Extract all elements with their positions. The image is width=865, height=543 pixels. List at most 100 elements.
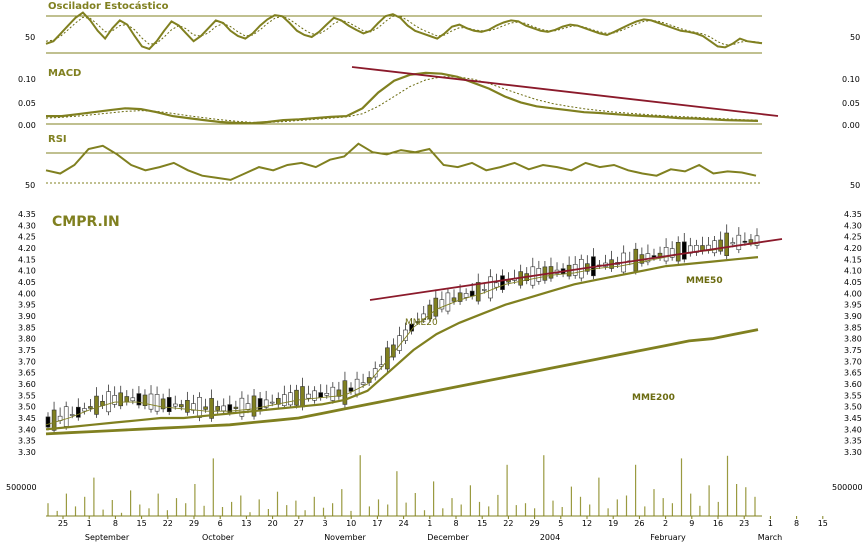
candle-body bbox=[427, 304, 433, 320]
price-tick-left: 4.10 bbox=[18, 267, 36, 276]
price-tick-right: 3.70 bbox=[844, 357, 862, 366]
price-tick-left: 4.25 bbox=[18, 233, 36, 242]
x-tick-label: 25 bbox=[58, 519, 68, 528]
candle-body bbox=[481, 289, 487, 291]
candle-body bbox=[318, 392, 324, 398]
price-tick-right: 4.20 bbox=[844, 244, 862, 253]
rsi-tick-right: 50 bbox=[850, 181, 860, 190]
candle-body bbox=[160, 398, 166, 410]
candle-body bbox=[663, 247, 669, 262]
x-tick-label: 8 bbox=[113, 519, 118, 528]
candle-body bbox=[69, 414, 75, 416]
x-tick-label: 2 bbox=[663, 519, 668, 528]
x-tick-label: 12 bbox=[582, 519, 592, 528]
mme50-line bbox=[45, 256, 759, 431]
candle-body bbox=[239, 397, 245, 417]
candle-body bbox=[136, 393, 142, 406]
price-tick-left: 3.85 bbox=[18, 323, 36, 332]
candle-body bbox=[130, 397, 136, 402]
candle-body bbox=[154, 394, 160, 412]
macd-title: MACD bbox=[48, 68, 81, 79]
stochastic-title: Oscilador Estocástico bbox=[48, 0, 169, 12]
candle-body bbox=[51, 409, 57, 431]
candle-body bbox=[463, 293, 469, 298]
rsi-title: RSI bbox=[48, 134, 67, 145]
price-panel: CMPR.IN 4.35 4.30 4.25 4.20 4.15 4.10 4.05 4.00… bbox=[18, 210, 862, 457]
candle-body bbox=[360, 382, 366, 385]
price-tick-left: 3.75 bbox=[18, 346, 36, 355]
mme200-label: MME200 bbox=[632, 393, 675, 403]
x-tick-label: 24 bbox=[399, 519, 409, 528]
candle-body bbox=[166, 397, 172, 412]
x-tick-label: 16 bbox=[713, 519, 723, 528]
candle-body bbox=[712, 240, 717, 254]
x-month-label: February bbox=[650, 533, 686, 542]
candle-body bbox=[82, 408, 87, 412]
candle-body bbox=[754, 235, 760, 246]
x-month-label: October bbox=[202, 533, 235, 542]
x-month-label: December bbox=[427, 533, 469, 542]
stochastic-signal-line bbox=[45, 15, 763, 46]
candle-body bbox=[336, 389, 342, 397]
volume-tick-right: 500000 bbox=[832, 483, 863, 492]
price-tick-right: 3.65 bbox=[844, 369, 862, 378]
candle-body bbox=[63, 406, 69, 427]
stochastic-tick-right: 50 bbox=[850, 33, 860, 42]
candle-body bbox=[233, 406, 239, 409]
price-tick-right: 4.30 bbox=[844, 221, 862, 230]
price-tick-right: 3.90 bbox=[844, 312, 862, 321]
candle-body bbox=[748, 239, 754, 244]
x-axis: 25 1 8 15 22 29 6 13 20 27 3 10 17 24 1 8 15 22 29 5 12 19 26 2… bbox=[46, 515, 828, 542]
price-tick-right: 3.75 bbox=[844, 346, 862, 355]
macd-tick-left-2: 0.00 bbox=[18, 121, 36, 130]
candle-body bbox=[439, 299, 445, 310]
candle-body bbox=[675, 242, 681, 262]
candle-body bbox=[718, 239, 723, 252]
price-tick-left: 4.15 bbox=[18, 255, 36, 264]
price-tick-right: 4.35 bbox=[844, 210, 862, 219]
x-tick-label: 13 bbox=[241, 519, 251, 528]
price-tick-left: 3.55 bbox=[18, 391, 36, 400]
candle-body bbox=[494, 282, 499, 288]
x-tick-label: 26 bbox=[634, 519, 644, 528]
candle-body bbox=[269, 401, 275, 404]
candle-body bbox=[197, 396, 202, 418]
price-tick-left: 4.05 bbox=[18, 278, 36, 287]
candle-body bbox=[500, 275, 505, 290]
candle-body bbox=[294, 389, 299, 406]
price-tick-left: 3.65 bbox=[18, 369, 36, 378]
candle-body bbox=[209, 398, 214, 419]
mme20-label: MME20 bbox=[405, 318, 438, 328]
candle-body bbox=[148, 393, 154, 410]
candle-body bbox=[348, 387, 354, 392]
price-trendline bbox=[369, 238, 783, 301]
rsi-line bbox=[45, 142, 757, 181]
candle-body bbox=[730, 242, 736, 245]
candle-body bbox=[251, 395, 257, 417]
mme20-line bbox=[45, 243, 759, 426]
price-tick-left: 3.45 bbox=[18, 414, 36, 423]
x-tick-label: 27 bbox=[294, 519, 304, 528]
candle-body bbox=[203, 406, 208, 410]
x-tick-label: 5 bbox=[558, 519, 563, 528]
candle-body bbox=[227, 404, 233, 413]
x-tick-label: 23 bbox=[739, 519, 749, 528]
candle-body bbox=[342, 380, 348, 405]
x-tick-label: 15 bbox=[137, 519, 147, 528]
rsi-panel: RSI 50 50 bbox=[25, 134, 860, 190]
price-tick-right: 3.85 bbox=[844, 323, 862, 332]
candle-body bbox=[354, 378, 360, 395]
price-tick-left: 3.90 bbox=[18, 312, 36, 321]
x-tick-label: 19 bbox=[608, 519, 618, 528]
x-tick-label: 8 bbox=[453, 519, 458, 528]
x-month-label: November bbox=[324, 533, 366, 542]
price-tick-right: 3.55 bbox=[844, 391, 862, 400]
price-tick-right: 4.00 bbox=[844, 289, 862, 298]
candle-body bbox=[724, 232, 730, 257]
candle-body bbox=[330, 386, 336, 401]
price-tick-right: 4.25 bbox=[844, 233, 862, 242]
candle-body bbox=[306, 393, 311, 399]
price-tick-right: 4.10 bbox=[844, 267, 862, 276]
price-tick-left: 3.80 bbox=[18, 335, 36, 344]
